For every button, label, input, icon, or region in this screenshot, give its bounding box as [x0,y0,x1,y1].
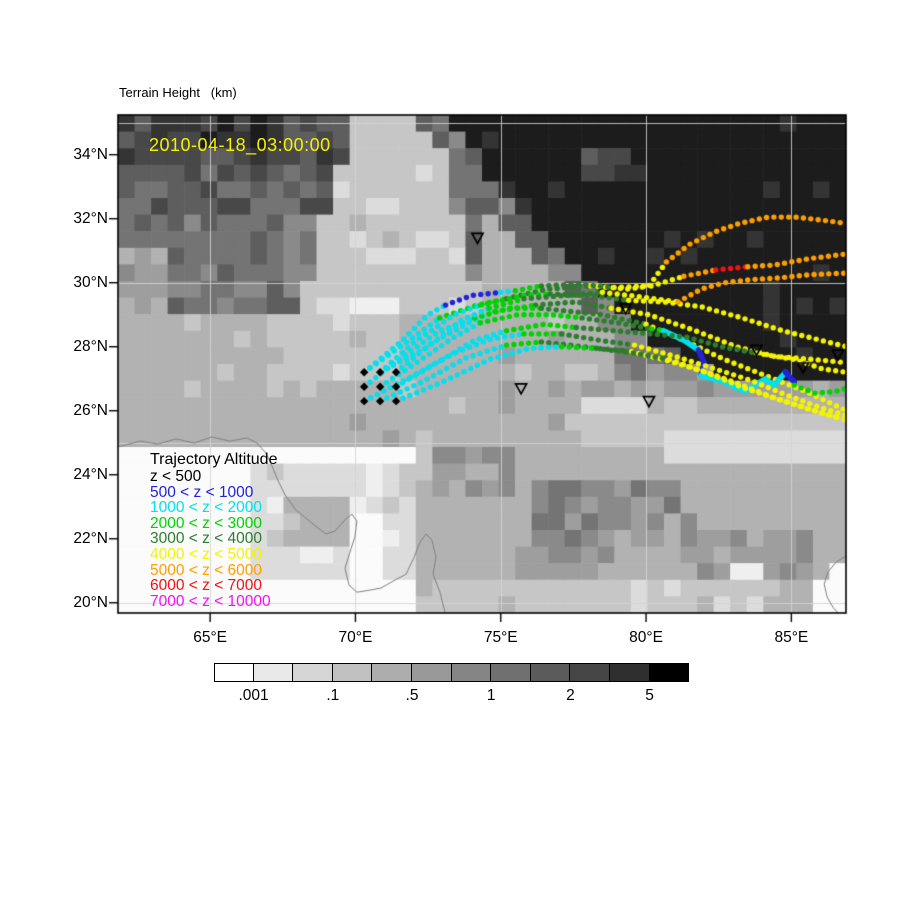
y-tick-label: 26°N [73,401,108,419]
legend-entry: 500 < z < 1000 [150,483,254,501]
y-tick-label: 30°N [73,273,108,291]
colorbar-box [569,663,610,682]
colorbar-tick-label: 5 [645,687,654,704]
y-tick-label: 28°N [73,337,108,355]
colorbar-box [214,663,254,682]
colorbar-tick-label: .1 [326,687,340,704]
colorbar-box [331,663,373,682]
x-tick-label: 75°E [483,629,518,646]
legend-entry: z < 500 [150,468,202,485]
x-tick-label: 85°E [774,629,809,646]
colorbar-box [371,663,412,682]
colorbar-tick-label: .5 [405,687,419,704]
y-tick-label: 20°N [73,593,108,611]
colorbar-box [450,663,492,682]
colorbar-box [411,663,452,682]
colorbar-box [529,663,571,682]
x-tick-label: 70°E [338,629,373,646]
colorbar-tick-label: .001 [238,687,269,704]
legend-entry: 5000 < z < 6000 [150,561,263,579]
legend-entry: 3000 < z < 4000 [150,530,263,548]
colorbar-box [252,663,294,682]
y-tick-label: 24°N [73,465,108,483]
timestamp-label: 2010-04-18_03:00:00 [149,135,331,155]
legend-entry: 1000 < z < 2000 [150,499,263,517]
legend-entry: 6000 < z < 7000 [150,577,263,595]
x-tick-label: 80°E [629,629,663,646]
colorbar-box [609,663,650,682]
y-tick-label: 34°N [73,145,108,163]
colorbar-tick-label: 2 [566,687,575,704]
x-tick-label: 65°E [193,629,228,646]
legend-title: Trajectory Altitude [150,451,278,468]
altitude-legend: Trajectory Altitude z < 500 500 < z < 100… [150,451,277,609]
y-tick-label: 22°N [73,529,108,547]
legend-entries: z < 500 500 < z < 1000 1000 < z < 2000 2000… [150,469,277,609]
legend-entry: 4000 < z < 5000 [150,545,263,563]
colorbar-box [292,663,333,682]
y-tick-label: 32°N [73,209,108,227]
colorbar-box [648,663,690,682]
colorbar-box [490,663,531,682]
colorbar-tick-label: 1 [486,687,496,704]
plot-title: Terrain Height (km) [119,85,237,100]
legend-entry: 7000 < z < 10000 [150,592,271,610]
legend-entry: 2000 < z < 3000 [150,514,263,532]
